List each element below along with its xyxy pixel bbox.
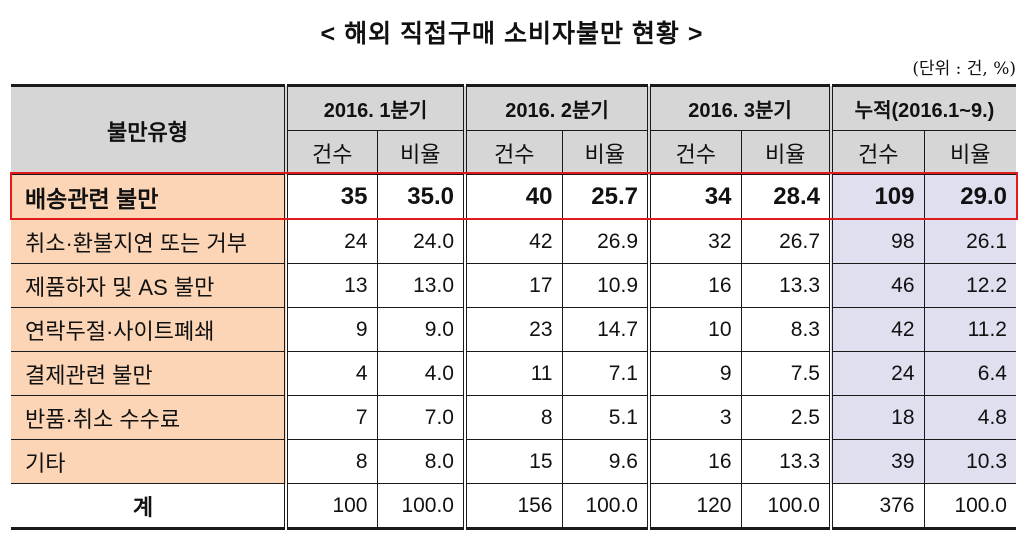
ratio-cell: 13.0	[376, 263, 466, 308]
header-ratio: 비율	[923, 130, 1016, 175]
count-cell: 23	[463, 307, 563, 352]
count-cell: 24	[829, 351, 925, 396]
ratio-cell: 100.0	[376, 483, 466, 529]
ratio-cell: 24.0	[376, 219, 466, 264]
header-ratio: 비율	[561, 130, 650, 175]
count-cell: 10	[647, 307, 742, 352]
count-cell: 4	[284, 351, 378, 396]
table-row: 결제관련 불만 4 4.0 11 7.1 9 7.5 24 6.4	[11, 351, 1016, 396]
count-cell: 13	[284, 263, 378, 308]
ratio-cell: 14.7	[561, 307, 650, 352]
header-q2: 2016. 2분기	[463, 85, 650, 131]
row-label: 배송관련 불만	[11, 174, 287, 220]
header-row-2: 건수 비율 건수 비율 건수 비율 건수 비율	[11, 130, 1016, 175]
count-cell: 11	[463, 351, 563, 396]
count-cell: 120	[647, 483, 742, 529]
count-cell: 42	[463, 219, 563, 264]
ratio-cell: 100.0	[740, 483, 832, 529]
ratio-cell: 7.0	[376, 395, 466, 440]
header-q1: 2016. 1분기	[284, 85, 466, 131]
unit-note: (단위 : 건, %)	[912, 59, 1016, 79]
count-cell: 376	[829, 483, 925, 529]
count-cell: 7	[284, 395, 378, 440]
count-cell: 8	[284, 439, 378, 484]
count-cell: 109	[829, 174, 925, 220]
row-label: 반품·취소 수수료	[11, 395, 287, 440]
header-ratio: 비율	[740, 130, 832, 175]
count-cell: 16	[647, 263, 742, 308]
count-cell: 24	[284, 219, 378, 264]
count-cell: 3	[647, 395, 742, 440]
count-cell: 15	[463, 439, 563, 484]
header-type: 불만유형	[11, 85, 287, 175]
count-cell: 35	[284, 174, 378, 220]
ratio-cell: 28.4	[740, 174, 832, 220]
ratio-cell: 25.7	[561, 174, 650, 220]
complaints-table: 불만유형 2016. 1분기 2016. 2분기 2016. 3분기 누적(20…	[11, 84, 1016, 530]
header-count: 건수	[647, 130, 742, 175]
row-label: 기타	[11, 439, 287, 484]
count-cell: 17	[463, 263, 563, 308]
table-row: 연락두절·사이트폐쇄 9 9.0 23 14.7 10 8.3 42 11.2	[11, 307, 1016, 352]
ratio-cell: 29.0	[923, 174, 1016, 220]
ratio-cell: 10.3	[923, 439, 1016, 484]
ratio-cell: 2.5	[740, 395, 832, 440]
table-row: 반품·취소 수수료 7 7.0 8 5.1 3 2.5 18 4.8	[11, 395, 1016, 440]
count-cell: 39	[829, 439, 925, 484]
count-cell: 42	[829, 307, 925, 352]
ratio-cell: 8.3	[740, 307, 832, 352]
table-row: 배송관련 불만 35 35.0 40 25.7 34 28.4 109 29.0	[11, 174, 1016, 220]
table-row: 계 100 100.0 156 100.0 120 100.0 376 100.0	[11, 483, 1016, 529]
header-cumulative: 누적(2016.1~9.)	[829, 85, 1016, 131]
row-label: 취소·환불지연 또는 거부	[11, 219, 287, 264]
ratio-cell: 5.1	[561, 395, 650, 440]
row-label: 연락두절·사이트폐쇄	[11, 307, 287, 352]
ratio-cell: 13.3	[740, 439, 832, 484]
row-label: 결제관련 불만	[11, 351, 287, 396]
header-row-1: 불만유형 2016. 1분기 2016. 2분기 2016. 3분기 누적(20…	[11, 85, 1016, 175]
row-label: 제품하자 및 AS 불만	[11, 263, 287, 308]
ratio-cell: 6.4	[923, 351, 1016, 396]
count-cell: 8	[463, 395, 563, 440]
count-cell: 9	[284, 307, 378, 352]
count-cell: 98	[829, 219, 925, 264]
ratio-cell: 10.9	[561, 263, 650, 308]
page-title: < 해외 직접구매 소비자불만 현황 >	[320, 20, 704, 48]
ratio-cell: 26.1	[923, 219, 1016, 264]
count-cell: 32	[647, 219, 742, 264]
ratio-cell: 12.2	[923, 263, 1016, 308]
count-cell: 18	[829, 395, 925, 440]
ratio-cell: 100.0	[923, 483, 1016, 529]
row-label: 계	[11, 483, 287, 529]
header-count: 건수	[284, 130, 378, 175]
table-row: 제품하자 및 AS 불만 13 13.0 17 10.9 16 13.3 46 12.2	[11, 263, 1016, 308]
count-cell: 40	[463, 174, 563, 220]
count-cell: 9	[647, 351, 742, 396]
ratio-cell: 11.2	[923, 307, 1016, 352]
count-cell: 100	[284, 483, 378, 529]
header-q3: 2016. 3분기	[647, 85, 832, 131]
ratio-cell: 9.6	[561, 439, 650, 484]
ratio-cell: 7.5	[740, 351, 832, 396]
ratio-cell: 35.0	[376, 174, 466, 220]
count-cell: 46	[829, 263, 925, 308]
ratio-cell: 4.0	[376, 351, 466, 396]
count-cell: 34	[647, 174, 742, 220]
ratio-cell: 26.7	[740, 219, 832, 264]
ratio-cell: 13.3	[740, 263, 832, 308]
table-row: 취소·환불지연 또는 거부 24 24.0 42 26.9 32 26.7 98 26.1	[11, 219, 1016, 264]
count-cell: 156	[463, 483, 563, 529]
header-count: 건수	[829, 130, 925, 175]
ratio-cell: 8.0	[376, 439, 466, 484]
count-cell: 16	[647, 439, 742, 484]
header-ratio: 비율	[376, 130, 466, 175]
table-row: 기타 8 8.0 15 9.6 16 13.3 39 10.3	[11, 439, 1016, 484]
ratio-cell: 26.9	[561, 219, 650, 264]
ratio-cell: 9.0	[376, 307, 466, 352]
ratio-cell: 4.8	[923, 395, 1016, 440]
header-count: 건수	[463, 130, 563, 175]
ratio-cell: 100.0	[561, 483, 650, 529]
ratio-cell: 7.1	[561, 351, 650, 396]
